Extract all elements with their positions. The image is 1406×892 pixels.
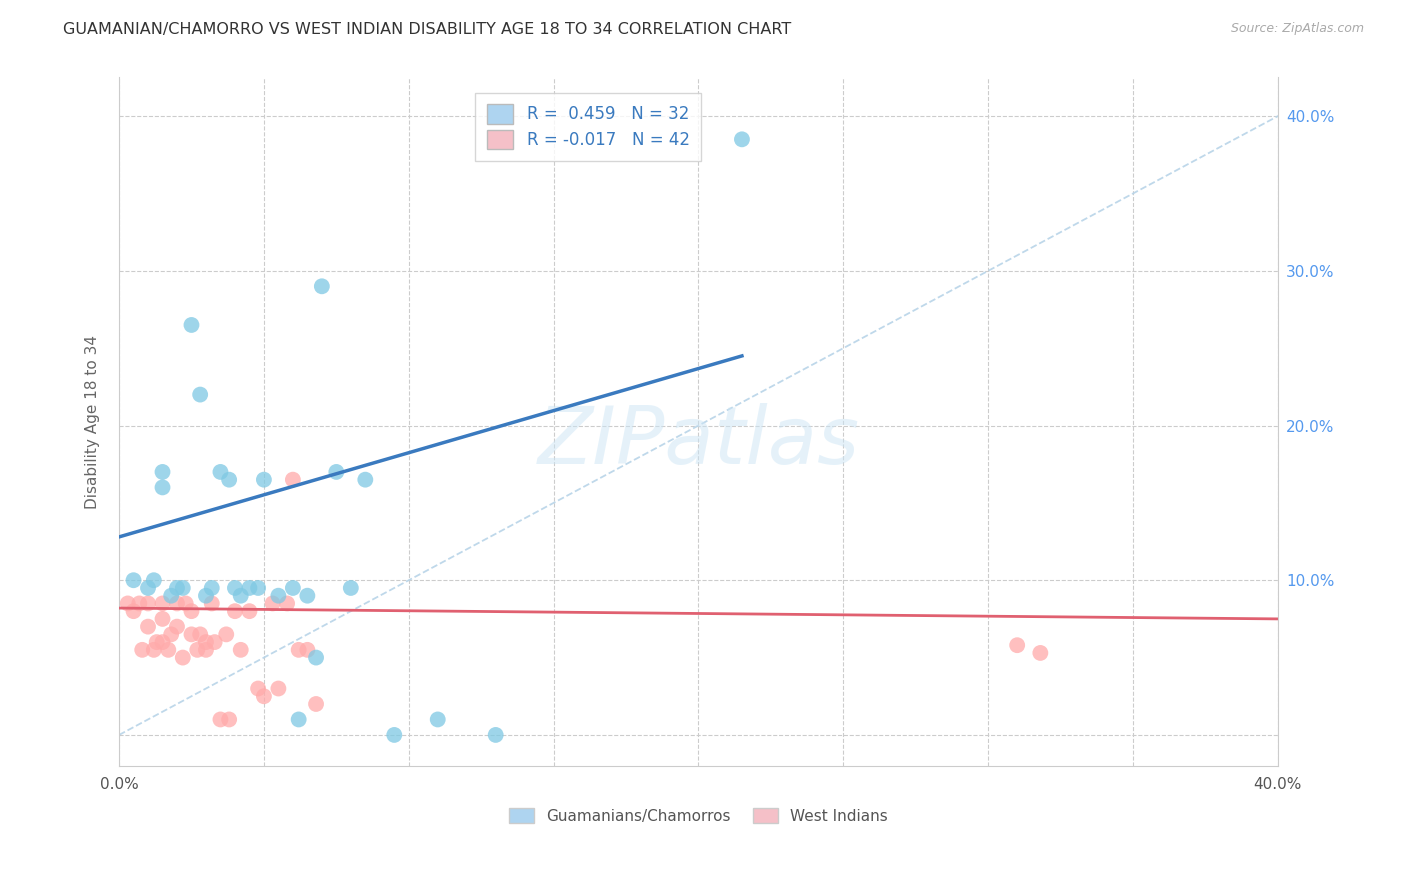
Point [281,473,304,487]
Point [194,643,217,657]
Point [297,643,319,657]
Point [157,643,180,657]
Point [180,604,202,618]
Point [1029,646,1052,660]
Point [224,604,246,618]
Point [229,643,252,657]
Point [276,596,298,610]
Point [188,387,211,401]
Point [166,620,188,634]
Point [117,596,139,610]
Point [325,465,347,479]
Point [145,635,167,649]
Point [128,596,150,610]
Point [152,480,174,494]
Point [136,596,159,610]
Point [172,581,194,595]
Point [297,589,319,603]
Point [152,635,174,649]
Point [238,581,260,595]
Point [180,318,202,332]
Point [172,650,194,665]
Point [136,581,159,595]
Point [253,473,276,487]
Point [229,589,252,603]
Point [136,620,159,634]
Point [305,650,328,665]
Point [122,573,145,587]
Point [160,627,183,641]
Point [209,465,232,479]
Point [186,643,208,657]
Point [247,681,270,696]
Point [382,728,405,742]
Point [142,643,165,657]
Point [287,713,309,727]
Point [238,604,260,618]
Text: Source: ZipAtlas.com: Source: ZipAtlas.com [1230,22,1364,36]
Text: ZIPatlas: ZIPatlas [537,403,859,482]
Point [267,681,290,696]
Point [131,643,153,657]
Point [174,596,197,610]
Point [1005,638,1028,652]
Point [180,627,202,641]
Point [166,581,188,595]
Point [311,279,333,293]
Point [485,728,508,742]
Point [142,573,165,587]
Point [152,465,174,479]
Point [188,627,211,641]
Point [731,132,754,146]
Point [194,589,217,603]
Point [340,581,363,595]
Point [247,581,270,595]
Point [201,581,224,595]
Legend: Guamanians/Chamorros, West Indians: Guamanians/Chamorros, West Indians [509,807,887,823]
Point [166,596,188,610]
Point [209,713,232,727]
Point [267,589,290,603]
Point [215,627,238,641]
Point [218,713,240,727]
Point [152,612,174,626]
Point [160,589,183,603]
Point [426,713,449,727]
Point [253,690,276,704]
Point [201,596,224,610]
Point [204,635,226,649]
Point [262,596,284,610]
Point [287,643,309,657]
Point [152,596,174,610]
Point [305,697,328,711]
Text: GUAMANIAN/CHAMORRO VS WEST INDIAN DISABILITY AGE 18 TO 34 CORRELATION CHART: GUAMANIAN/CHAMORRO VS WEST INDIAN DISABI… [63,22,792,37]
Y-axis label: Disability Age 18 to 34: Disability Age 18 to 34 [86,334,100,508]
Point [122,604,145,618]
Point [354,473,377,487]
Point [218,473,240,487]
Point [194,635,217,649]
Point [224,581,246,595]
Point [281,581,304,595]
